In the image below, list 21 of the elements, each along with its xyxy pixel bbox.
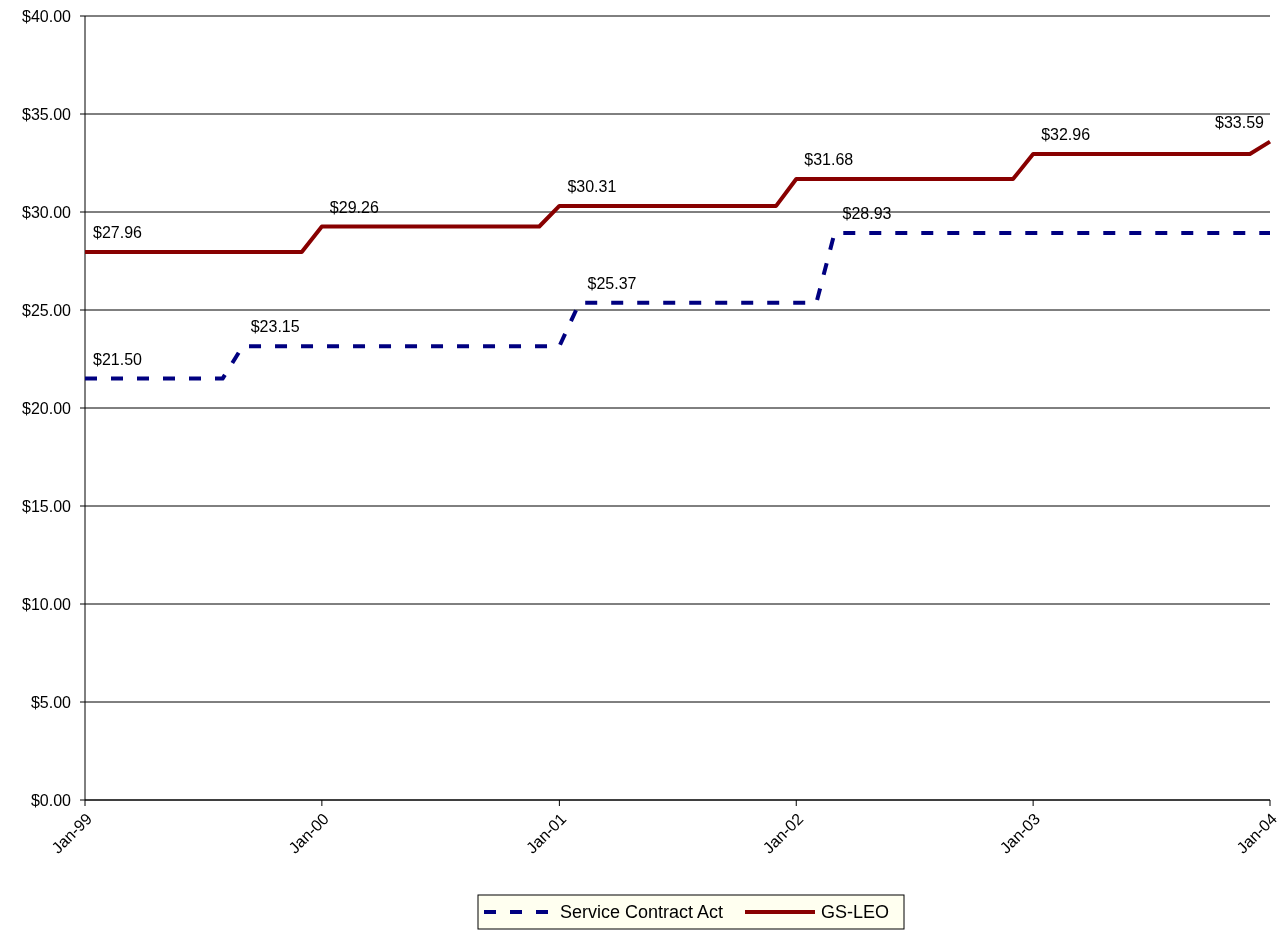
y-tick-label: $25.00 (22, 301, 72, 319)
data-label: $33.59 (1215, 113, 1265, 131)
y-tick-label: $0.00 (30, 791, 72, 809)
data-label: $25.37 (587, 274, 637, 292)
y-tick-label: $35.00 (22, 105, 72, 123)
y-tick-label: $20.00 (22, 399, 72, 417)
y-tick-label: $40.00 (22, 7, 72, 25)
legend-label: Service Contract Act (560, 902, 724, 923)
data-label: $23.15 (250, 318, 300, 336)
data-label: $21.50 (93, 350, 143, 368)
y-tick-label: $30.00 (22, 203, 72, 221)
data-label: $32.96 (1041, 125, 1091, 143)
data-label: $30.31 (567, 177, 617, 195)
data-label: $29.26 (329, 198, 379, 216)
y-tick-label: $10.00 (22, 595, 72, 613)
y-tick-label: $15.00 (22, 497, 72, 515)
legend-label: GS-LEO (821, 902, 890, 923)
data-label: $27.96 (93, 223, 143, 241)
data-label: $28.93 (842, 204, 892, 222)
data-label: $31.68 (804, 151, 854, 169)
y-tick-label: $5.00 (30, 693, 72, 711)
